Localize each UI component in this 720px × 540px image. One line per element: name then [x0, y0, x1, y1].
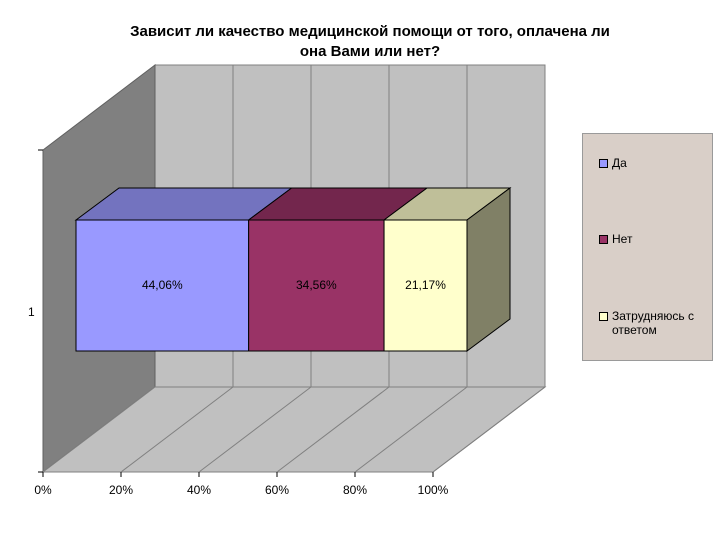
bar-front — [75, 219, 250, 352]
x-tick-label: 0% — [34, 483, 52, 497]
x-tick-label: 100% — [418, 483, 449, 497]
legend-item-no: Нет — [599, 232, 712, 246]
x-tick-label: 40% — [187, 483, 211, 497]
gridline-floor — [276, 386, 390, 473]
legend-label-yes: Да — [612, 156, 627, 170]
category-label: 1 — [28, 305, 35, 319]
legend-swatch-unsure — [599, 312, 608, 321]
bar-series — [74, 187, 512, 352]
chart-title-line-1: Зависит ли качество медицинской помощи о… — [130, 23, 610, 40]
x-tick-label: 60% — [265, 483, 289, 497]
bar-front — [383, 219, 468, 352]
x-tick-label: 80% — [343, 483, 367, 497]
data-labels: 44,06% 34,56% 21,17% — [142, 278, 446, 292]
legend-item-unsure: Затрудняюсь с ответом — [599, 309, 712, 337]
data-label: 21,17% — [405, 278, 446, 292]
legend-label-unsure: Затрудняюсь с ответом — [612, 309, 695, 337]
bar-side — [466, 187, 511, 352]
legend-item-yes: Да — [599, 156, 712, 170]
gridline-floor — [120, 386, 234, 473]
x-tick-label: 20% — [109, 483, 133, 497]
chart-title: Зависит ли качество медицинской помощи о… — [60, 22, 680, 62]
legend-swatch-yes — [599, 159, 608, 168]
data-label: 44,06% — [142, 278, 183, 292]
gridline-floor — [432, 386, 546, 473]
gridline-floor — [354, 386, 468, 473]
data-label: 34,56% — [296, 278, 337, 292]
x-axis-ticks: 0% 20% 40% 60% 80% 100% — [34, 472, 449, 497]
legend: Да Нет Затрудняюсь с ответом — [582, 133, 713, 361]
gridline-floor — [198, 386, 312, 473]
legend-label-no: Нет — [612, 232, 633, 246]
chart-title-line-2: она Вами или нет? — [299, 43, 441, 60]
legend-swatch-no — [599, 235, 608, 244]
